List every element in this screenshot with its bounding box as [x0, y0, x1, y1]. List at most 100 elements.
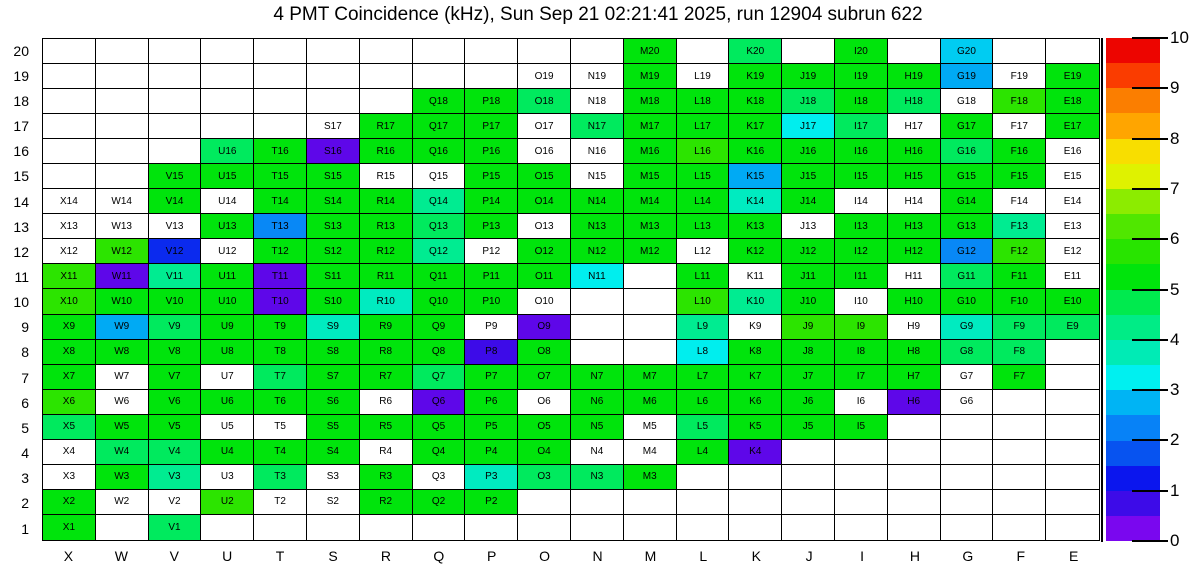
- colorbar-band: [1106, 63, 1160, 89]
- cell-empty: [993, 464, 1047, 490]
- cell-empty: [676, 464, 730, 490]
- cell-O5: O5: [518, 414, 571, 440]
- cell-G10: G10: [940, 289, 994, 315]
- cell-L8: L8: [676, 339, 730, 365]
- cell-empty: [306, 64, 360, 90]
- cell-G8: G8: [940, 339, 994, 365]
- colorbar-band: [1106, 415, 1160, 441]
- cell-J14: J14: [782, 189, 835, 215]
- cell-O15: O15: [518, 164, 571, 190]
- cell-R5: R5: [359, 414, 413, 440]
- cell-E14: E14: [1046, 189, 1099, 215]
- y-tick-label-8: 8: [21, 344, 29, 361]
- cell-G18: G18: [940, 89, 994, 115]
- colorbar-tick-label-9: 9: [1170, 78, 1180, 98]
- colorbar-tick-label-1: 1: [1170, 480, 1180, 500]
- cell-R13: R13: [359, 214, 413, 240]
- colorbar-tick: [1132, 87, 1168, 90]
- colorbar-tick: [1132, 137, 1168, 140]
- cell-K20: K20: [729, 39, 783, 65]
- cell-Q18: Q18: [412, 89, 466, 115]
- cell-H18: H18: [887, 89, 941, 115]
- cell-empty: [887, 464, 941, 490]
- cell-R14: R14: [359, 189, 413, 215]
- cell-empty: [412, 39, 466, 65]
- y-tick-label-11: 11: [14, 268, 29, 285]
- cell-J10: J10: [782, 289, 835, 315]
- cell-F17: F17: [993, 114, 1047, 140]
- cell-T5: T5: [254, 414, 307, 440]
- cell-P11: P11: [465, 264, 519, 290]
- cell-G13: G13: [940, 214, 994, 240]
- colorbar-band: [1106, 289, 1160, 315]
- cell-P4: P4: [465, 439, 519, 465]
- cell-G6: G6: [940, 389, 994, 415]
- colorbar-band: [1106, 490, 1160, 516]
- cell-M3: M3: [623, 464, 677, 490]
- y-tick-label-1: 1: [21, 520, 29, 537]
- x-tick-label-M: M: [644, 548, 657, 564]
- cell-G19: G19: [940, 64, 994, 90]
- cell-M7: M7: [623, 364, 677, 390]
- x-tick-label-U: U: [222, 548, 233, 564]
- cell-R11: R11: [359, 264, 413, 290]
- cell-H19: H19: [887, 64, 941, 90]
- cell-P7: P7: [465, 364, 519, 390]
- cell-K14: K14: [729, 189, 783, 215]
- cell-G12: G12: [940, 239, 994, 265]
- cell-empty: [43, 114, 96, 140]
- cell-X10: X10: [43, 289, 96, 315]
- cell-W6: W6: [95, 389, 149, 415]
- cell-P12: P12: [465, 239, 519, 265]
- cell-F10: F10: [993, 289, 1047, 315]
- y-axis-labels: 20 19 18 17 16 15 14 13 12 11 10 9 8 7 6 5 4 3 2 1: [0, 38, 36, 541]
- cell-M13: M13: [623, 214, 677, 240]
- cell-U9: U9: [201, 314, 255, 340]
- cell-Q11: Q11: [412, 264, 466, 290]
- cell-empty: [1046, 464, 1099, 490]
- cell-empty: [254, 114, 307, 140]
- cell-I12: I12: [834, 239, 888, 265]
- cell-S16: S16: [306, 139, 360, 165]
- cell-O9: O9: [518, 314, 571, 340]
- cell-S6: S6: [306, 389, 360, 415]
- cell-L7: L7: [676, 364, 730, 390]
- cell-empty: [95, 514, 149, 540]
- cell-empty: [148, 39, 202, 65]
- cell-T11: T11: [254, 264, 307, 290]
- cell-O4: O4: [518, 439, 571, 465]
- cell-empty: [993, 514, 1047, 540]
- cell-H16: H16: [887, 139, 941, 165]
- cell-L18: L18: [676, 89, 730, 115]
- cell-empty: [1046, 339, 1099, 365]
- cell-empty: [465, 64, 519, 90]
- cell-M14: M14: [623, 189, 677, 215]
- cell-I16: I16: [834, 139, 888, 165]
- cell-H9: H9: [887, 314, 941, 340]
- cell-empty: [834, 489, 888, 515]
- cell-empty: [993, 389, 1047, 415]
- cell-J11: J11: [782, 264, 835, 290]
- cell-E17: E17: [1046, 114, 1099, 140]
- cell-empty: [729, 489, 783, 515]
- heatmap-grid: M20 K20 I20 G20 O19 N19 M19 L19 K19 J19 I19 H19 G19 F…: [42, 38, 1100, 541]
- cell-L9: L9: [676, 314, 730, 340]
- cell-empty: [676, 39, 730, 65]
- cell-empty: [43, 39, 96, 65]
- cell-empty: [570, 289, 624, 315]
- cell-empty: [570, 314, 624, 340]
- cell-S7: S7: [306, 364, 360, 390]
- cell-G14: G14: [940, 189, 994, 215]
- y-tick-label-7: 7: [21, 369, 29, 386]
- cell-V15: V15: [148, 164, 202, 190]
- cell-N5: N5: [570, 414, 624, 440]
- colorbar-tick: [1132, 37, 1168, 39]
- cell-empty: [782, 489, 835, 515]
- cell-M16: M16: [623, 139, 677, 165]
- cell-empty: [887, 414, 941, 440]
- cell-K6: K6: [729, 389, 783, 415]
- colorbar-band: [1106, 38, 1160, 64]
- cell-F14: F14: [993, 189, 1047, 215]
- colorbar-band: [1106, 440, 1160, 466]
- cell-empty: [834, 464, 888, 490]
